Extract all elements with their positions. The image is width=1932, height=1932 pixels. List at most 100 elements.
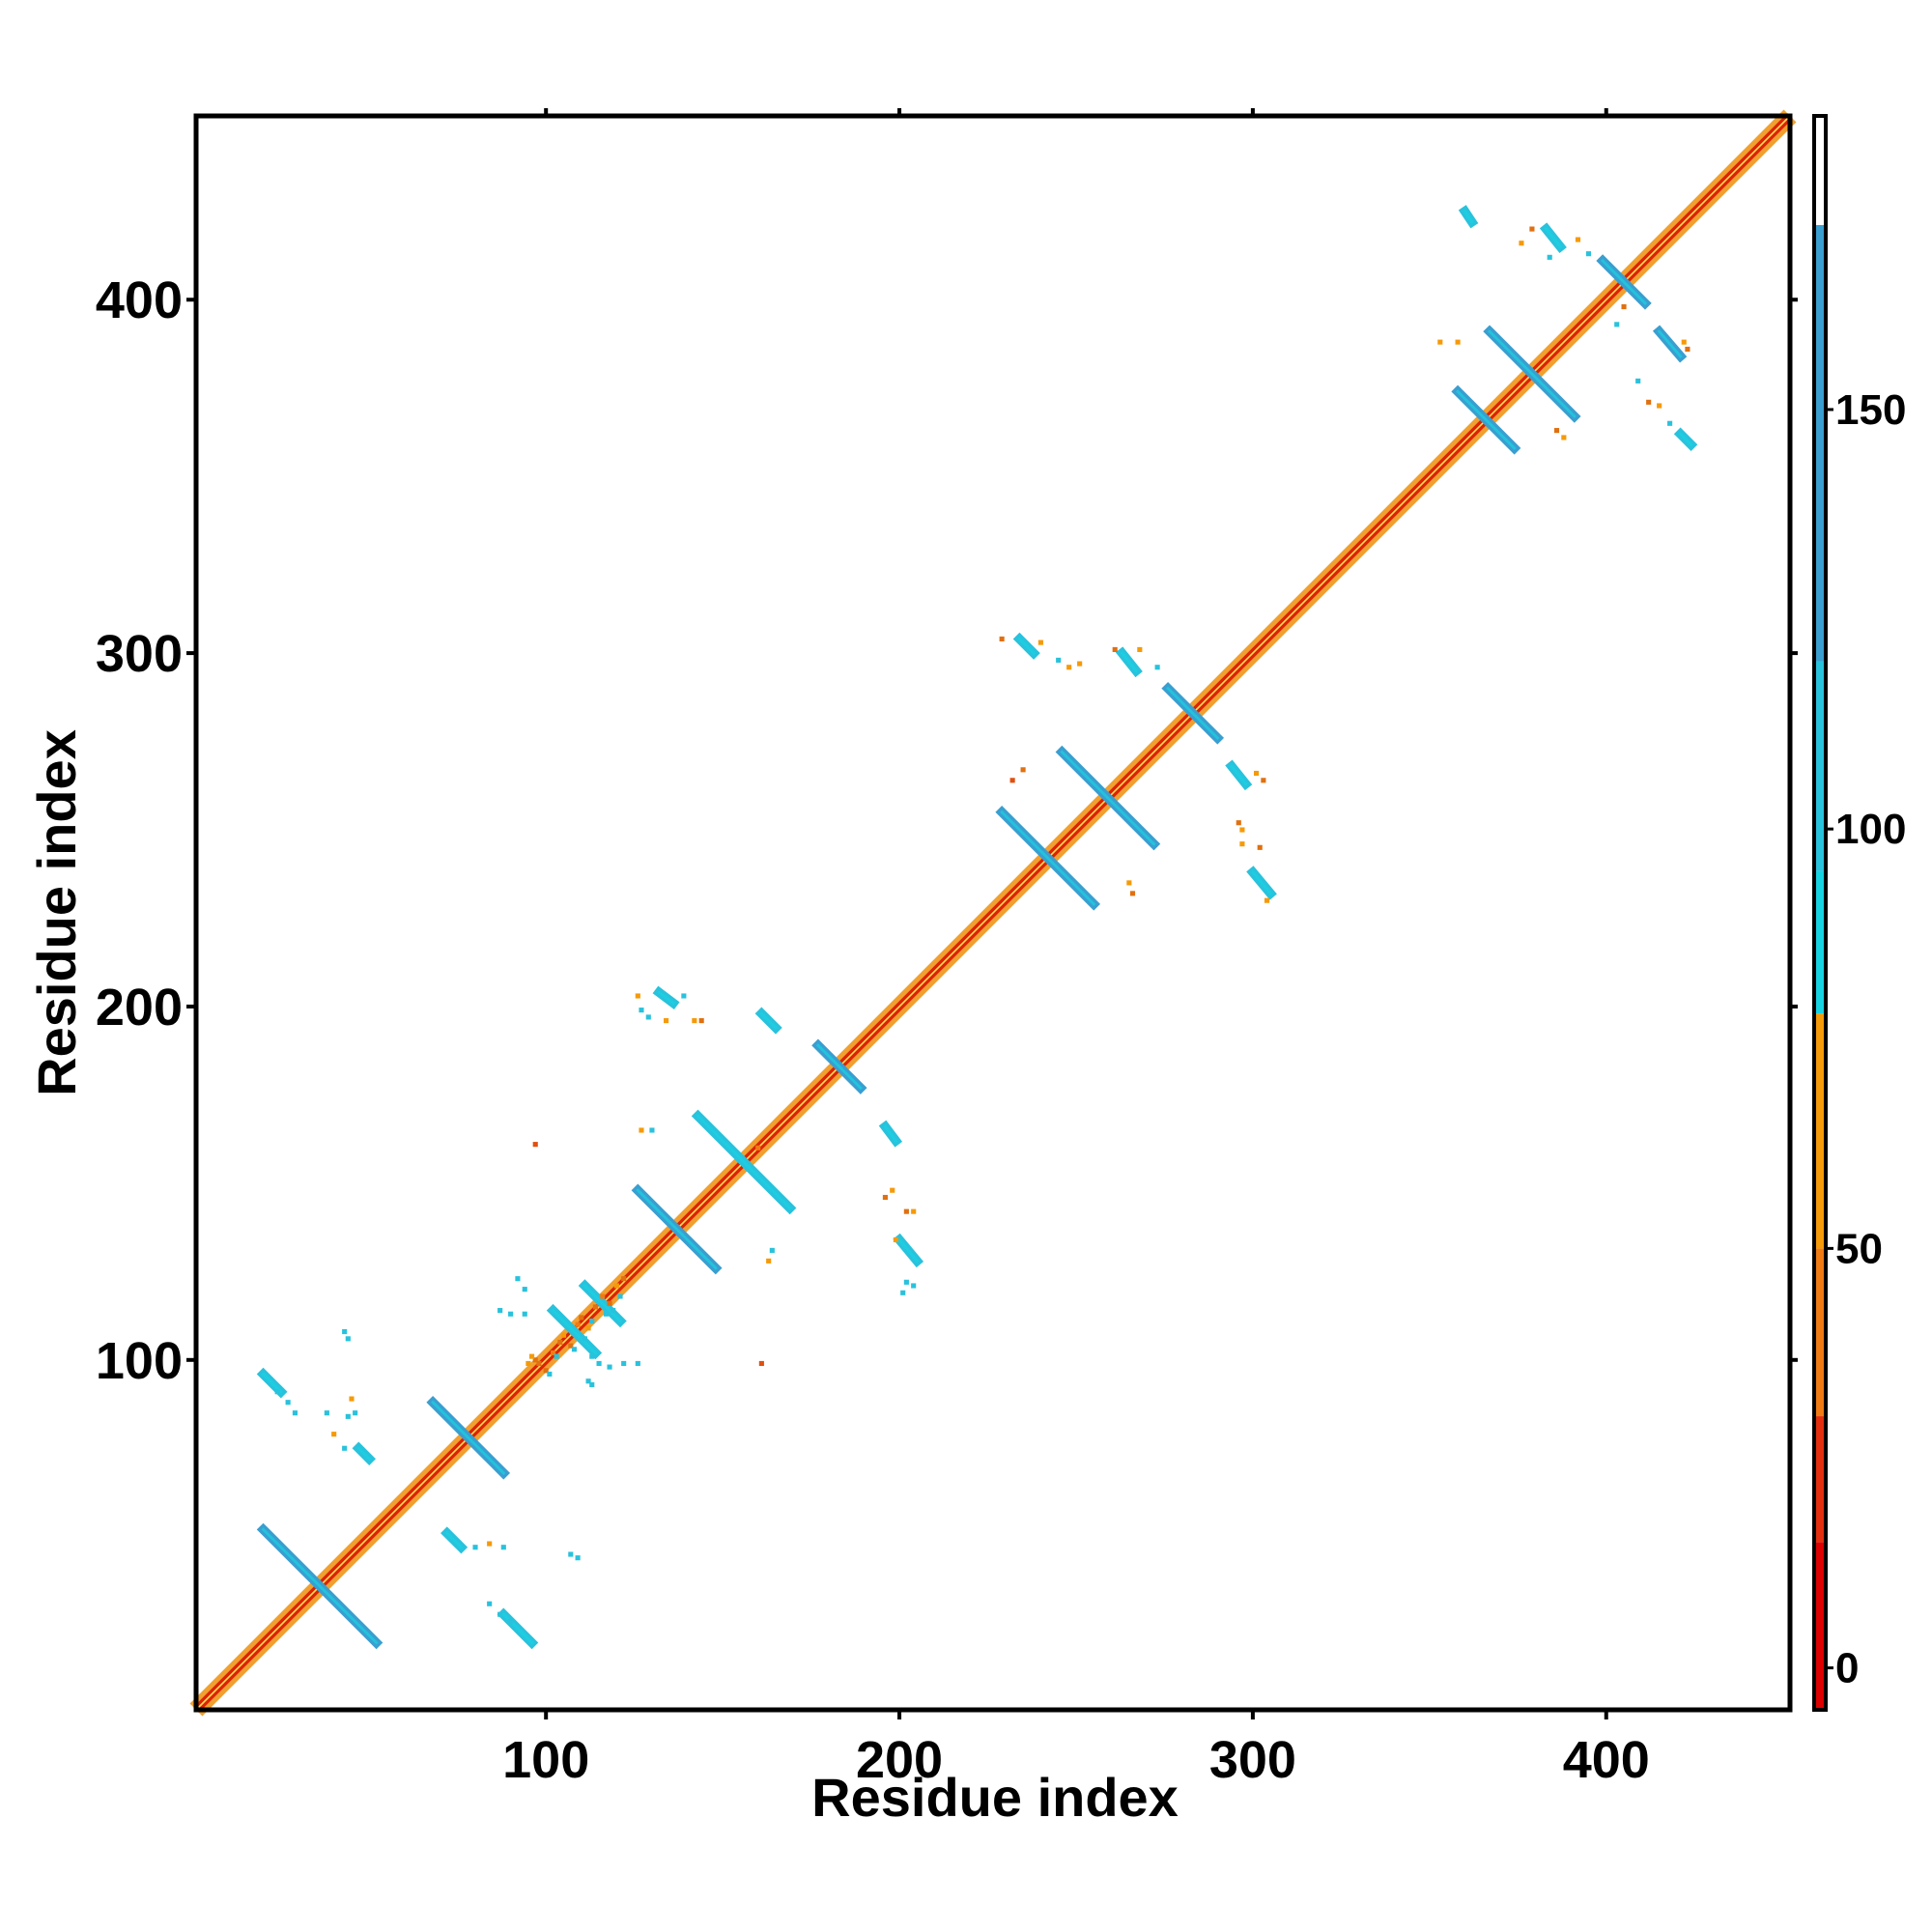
contact-speck-54 — [607, 1364, 612, 1370]
contact-speck-92 — [1236, 820, 1241, 826]
contact-speck-84 — [1137, 646, 1143, 652]
contact-speck-77 — [911, 1283, 917, 1289]
colorbar-tick-label-2: 100 — [1835, 806, 1906, 853]
contact-speck-40 — [487, 1541, 493, 1547]
contact-speck-13 — [600, 1293, 606, 1299]
contact-speck-95 — [1257, 844, 1263, 850]
contact-speck-65 — [664, 1018, 669, 1024]
contact-speck-86 — [1020, 767, 1026, 773]
contact-speck-33 — [349, 1396, 355, 1402]
x-tick-label-3: 400 — [1563, 1731, 1650, 1789]
contact-feature-highlight-27 — [1657, 329, 1683, 358]
contact-speck-89 — [1126, 880, 1132, 886]
contact-speck-105 — [1553, 428, 1560, 434]
contact-speck-32 — [345, 1413, 351, 1419]
contact-feature-highlight-19 — [883, 1124, 898, 1144]
contact-speck-61 — [645, 1014, 651, 1020]
contact-speck-41 — [500, 1545, 506, 1550]
contact-speck-9 — [575, 1321, 581, 1327]
contact-speck-51 — [522, 1311, 527, 1317]
contact-speck-100 — [1519, 241, 1524, 246]
colorbar-band-4 — [1814, 870, 1826, 1014]
contact-speck-37 — [342, 1328, 348, 1335]
contact-feature-highlight-23 — [1229, 764, 1248, 786]
colorbar-band-3 — [1814, 1013, 1826, 1249]
contact-speck-34 — [353, 1410, 358, 1416]
colorbar-frame — [1812, 114, 1828, 1712]
contact-speck-99 — [1529, 226, 1535, 232]
contact-speck-36 — [342, 1445, 348, 1451]
contact-speck-101 — [1547, 254, 1552, 260]
contact-speck-47 — [515, 1276, 521, 1282]
contact-speck-45 — [497, 1611, 503, 1617]
y-tick-label-3: 400 — [96, 271, 183, 329]
contact-speck-110 — [1657, 403, 1662, 409]
contact-speck-5 — [550, 1350, 556, 1356]
colorbar-band-5 — [1814, 661, 1826, 871]
contact-speck-83 — [1112, 646, 1118, 652]
contact-speck-57 — [589, 1381, 595, 1387]
contact-feature-highlight-25 — [1463, 209, 1474, 224]
contact-speck-50 — [508, 1311, 514, 1317]
contact-speck-19 — [571, 1347, 578, 1352]
colorbar-tick-label-0: 0 — [1835, 1645, 1859, 1692]
contact-feature-highlight-0 — [261, 1527, 379, 1645]
contact-speck-78 — [999, 636, 1005, 642]
contact-speck-27 — [532, 1142, 538, 1148]
heatmap-cells — [189, 109, 1797, 1717]
contact-speck-15 — [613, 1283, 619, 1289]
contact-speck-67 — [649, 1127, 655, 1133]
contact-speck-73 — [911, 1208, 917, 1214]
contact-feature-highlight-11 — [551, 1308, 598, 1355]
contact-speck-52 — [589, 1353, 595, 1359]
contact-speck-106 — [1621, 304, 1627, 310]
contact-speck-112 — [1681, 339, 1687, 345]
contact-speck-3 — [526, 1360, 531, 1367]
y-tick-label-1: 200 — [96, 979, 183, 1037]
contact-speck-103 — [1585, 251, 1592, 257]
contact-speck-0 — [532, 1357, 538, 1363]
y-tick-label-2: 300 — [96, 625, 183, 683]
contact-feature-highlight-24 — [1250, 869, 1273, 895]
contact-speck-71 — [890, 1187, 895, 1193]
tick-labels: 100 200 300 400 100 200 300 400 — [96, 271, 1650, 1789]
contact-speck-59 — [635, 993, 640, 999]
contact-feature-highlight-2 — [636, 1188, 718, 1270]
contact-speck-93 — [1239, 827, 1245, 833]
x-axis-title: Residue index — [811, 1767, 1179, 1828]
contact-speck-109 — [1646, 399, 1652, 405]
contact-speck-29 — [285, 1400, 291, 1406]
contact-speck-22 — [603, 1311, 609, 1317]
contact-speck-20 — [582, 1336, 587, 1342]
contact-feature-highlight-21 — [1017, 637, 1037, 656]
contact-speck-43 — [575, 1555, 581, 1561]
contact-speck-111 — [1685, 346, 1690, 353]
contact-speck-104 — [1561, 435, 1567, 440]
contact-speck-63 — [692, 1018, 697, 1024]
contact-speck-81 — [1066, 665, 1072, 670]
contact-speck-88 — [1129, 891, 1136, 896]
contact-feature-highlight-17 — [657, 990, 675, 1006]
contact-feature-highlight-13 — [261, 1372, 283, 1394]
contact-feature-highlight-26 — [1544, 227, 1563, 249]
diagonal-center-line — [195, 115, 1791, 1711]
contact-feature-highlight-5 — [1000, 810, 1096, 906]
contact-speck-26 — [758, 1360, 764, 1367]
axis-ticks — [186, 108, 1798, 1719]
contact-speck-48 — [522, 1287, 527, 1293]
contact-feature-highlight-4 — [815, 1043, 863, 1091]
contact-feature-highlight-18 — [759, 1011, 779, 1030]
contact-speck-6 — [557, 1339, 563, 1346]
contact-speck-96 — [1264, 897, 1270, 903]
contact-speck-7 — [560, 1332, 567, 1338]
contact-speck-39 — [472, 1545, 478, 1550]
colorbar-band-6 — [1814, 224, 1826, 662]
contact-speck-10 — [579, 1315, 584, 1321]
contact-speck-17 — [547, 1371, 553, 1377]
contact-speck-24 — [617, 1293, 623, 1299]
contact-feature-highlight-8 — [1456, 389, 1517, 450]
contact-feature-highlight-28 — [1678, 432, 1693, 447]
contact-speck-46 — [508, 1618, 514, 1625]
contact-speck-94 — [1239, 841, 1245, 847]
